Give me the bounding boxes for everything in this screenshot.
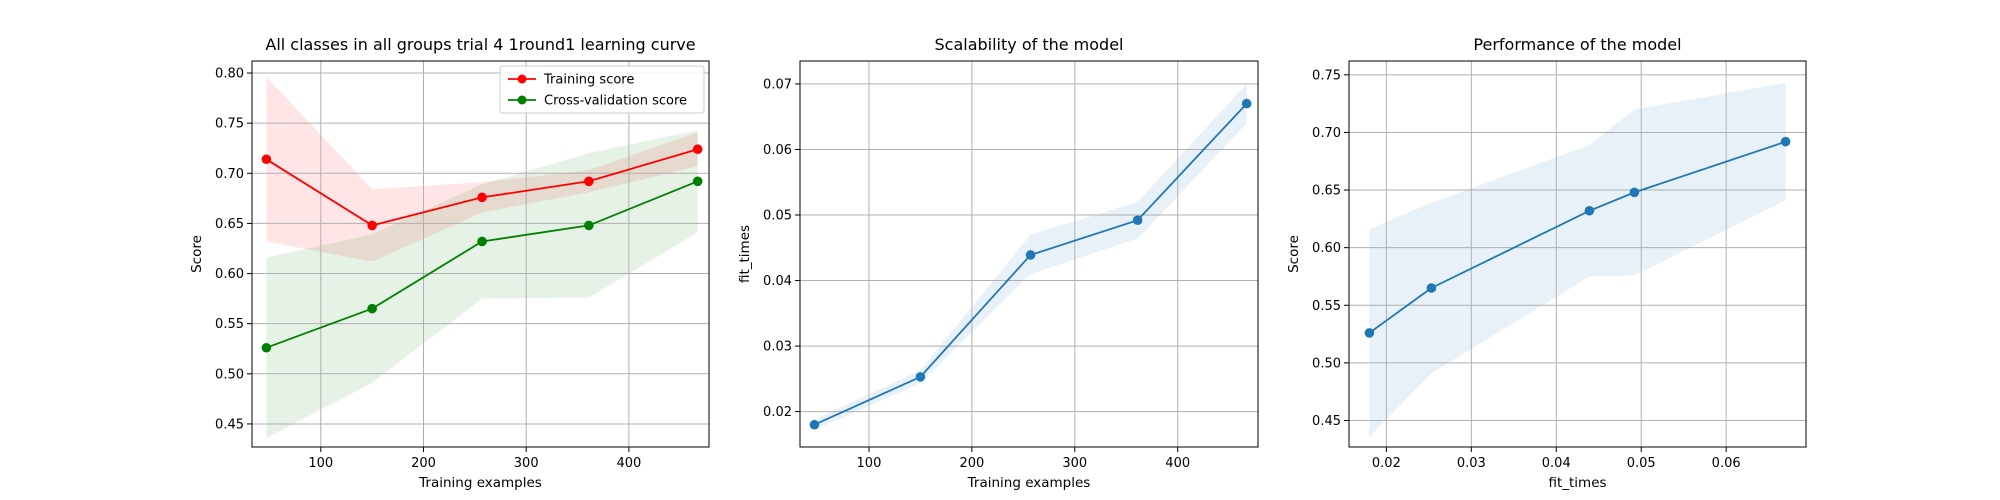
y-tick-label: 0.65 [215, 217, 244, 232]
legend-label-cross-validation: Cross-validation score [544, 94, 687, 109]
data-point [367, 220, 377, 231]
data-point [477, 192, 487, 203]
x-tick-label: 200 [411, 456, 436, 471]
scalability-panel: 100 200 300 400 0.02 0.03 0.04 0.05 0.06 0.07 Sc… [737, 35, 1259, 491]
y-tick-label: 0.60 [215, 267, 244, 282]
x-tick-label: 300 [514, 456, 539, 471]
y-tick-label: 0.45 [215, 417, 244, 432]
legend: Training score Cross-validation score [499, 65, 705, 114]
x-tick-label: 400 [1165, 456, 1190, 471]
x-tick-label: 400 [616, 456, 641, 471]
y-tick-label: 0.03 [763, 340, 792, 355]
data-point [477, 236, 487, 247]
plot-frame [251, 60, 710, 448]
y-tick-label: 0.06 [763, 143, 792, 158]
data-point [584, 176, 594, 187]
legend-marker-training [517, 74, 527, 84]
y-tick-label: 0.60 [1312, 241, 1341, 256]
data-point [1629, 187, 1640, 198]
x-axis-label: Training examples [418, 475, 542, 491]
chart-title: All classes in all groups trial 4 1round… [265, 35, 695, 54]
x-tick-label: 300 [1062, 456, 1087, 471]
data-point [261, 342, 272, 353]
data-point [692, 144, 703, 155]
y-tick-label: 0.04 [763, 274, 792, 289]
data-point [584, 220, 594, 231]
x-tick-label: 100 [857, 456, 882, 471]
x-tick-label: 0.02 [1372, 456, 1401, 471]
x-tick-label: 0.06 [1712, 456, 1741, 471]
y-tick-label: 0.02 [763, 405, 792, 420]
x-tick-label: 200 [959, 456, 984, 471]
y-tick-label: 0.07 [763, 77, 792, 92]
x-tick-label: 0.05 [1627, 456, 1656, 471]
y-axis-label: Score [189, 235, 205, 273]
legend-box [499, 65, 705, 114]
data-point [692, 176, 703, 187]
y-tick-label: 0.45 [1312, 414, 1341, 429]
chart-title: Performance of the model [1473, 35, 1681, 54]
y-tick-label: 0.55 [1312, 299, 1341, 314]
data-point [1426, 283, 1437, 293]
data-point [261, 154, 272, 165]
y-tick-label: 0.50 [1312, 356, 1341, 371]
data-point [367, 303, 377, 314]
y-tick-label: 0.80 [215, 67, 244, 82]
y-tick-label: 0.65 [1312, 184, 1341, 199]
x-axis-label: Training examples [967, 475, 1091, 491]
data-point [915, 372, 926, 382]
y-tick-label: 0.75 [1312, 68, 1341, 83]
data-point [1025, 250, 1036, 260]
y-tick-label: 0.50 [215, 367, 244, 382]
x-tick-label: 100 [308, 456, 333, 471]
legend-marker-cross-validation [517, 95, 527, 105]
y-tick-label: 0.75 [215, 117, 244, 132]
x-axis-label: fit_times [1548, 475, 1606, 491]
y-tick-label: 0.55 [215, 317, 244, 332]
data-point [809, 419, 820, 430]
plot-frame [1348, 60, 1807, 448]
data-point [1364, 328, 1375, 338]
chart-title: Scalability of the model [935, 35, 1124, 54]
y-axis-label: Score [1286, 235, 1302, 273]
x-tick-label: 0.03 [1457, 456, 1486, 471]
data-point [1780, 136, 1791, 147]
y-tick-label: 0.05 [763, 209, 792, 224]
plot-frame [799, 60, 1259, 448]
learning-curve-panel: 100 200 300 400 0.45 0.50 0.55 0.60 0.65 0.70 0.7… [189, 35, 710, 491]
y-tick-label: 0.70 [1312, 126, 1341, 141]
performance-panel: 0.02 0.03 0.04 0.05 0.06 0.45 0.50 0.55 0.60 0.6… [1286, 35, 1807, 491]
y-axis-label: fit_times [737, 225, 753, 283]
confidence-band-1 [266, 130, 698, 438]
data-point [1584, 205, 1595, 216]
confidence-band-0 [1369, 82, 1786, 437]
y-tick-label: 0.70 [215, 167, 244, 182]
data-point [1132, 215, 1143, 226]
confidence-band-0 [266, 77, 698, 262]
data-point [1241, 98, 1252, 109]
legend-label-training: Training score [543, 73, 634, 88]
x-tick-label: 0.04 [1542, 456, 1571, 471]
